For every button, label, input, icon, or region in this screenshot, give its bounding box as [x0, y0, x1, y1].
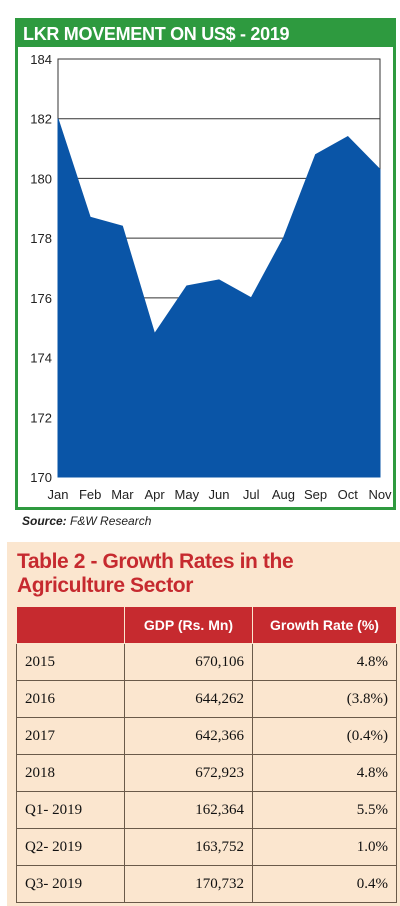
y-tick-label: 170 — [30, 470, 52, 485]
x-tick-label: Jul — [243, 487, 260, 502]
x-tick-label: Apr — [144, 487, 165, 502]
header-gdp: GDP (Rs. Mn) — [124, 606, 253, 644]
cell-rate: 4.8% — [252, 643, 397, 681]
series-area — [57, 118, 381, 478]
table-panel: Table 2 - Growth Rates in the Agricultur… — [7, 542, 400, 906]
table-row: 2015 670,106 4.8% — [16, 643, 397, 681]
cell-rate: 0.4% — [252, 865, 397, 903]
header-year — [16, 606, 125, 644]
cell-rate: 4.8% — [252, 754, 397, 792]
table-row: Q1- 2019 162,364 5.5% — [16, 791, 397, 829]
cell-gdp: 170,732 — [124, 865, 253, 903]
source-text: F&W Research — [70, 514, 152, 528]
y-tick-label: 178 — [30, 231, 52, 246]
y-tick-label: 180 — [30, 171, 52, 186]
x-tick-label: Jan — [48, 487, 69, 502]
x-tick-label: Nov — [368, 487, 392, 502]
cell-year: 2018 — [16, 754, 125, 792]
table-row: 2018 672,923 4.8% — [16, 754, 397, 792]
x-tick-labels: Jan Feb Mar Apr May Jun Jul Aug Sep Oct Nov — [48, 487, 393, 502]
table-title: Table 2 - Growth Rates in the Agricultur… — [17, 550, 294, 597]
cell-gdp: 642,366 — [124, 717, 253, 755]
cell-gdp: 162,364 — [124, 791, 253, 829]
chart-panel: 184 182 180 178 176 174 172 170 Jan Feb Mar Apr May… — [15, 18, 396, 510]
y-tick-label: 176 — [30, 291, 52, 306]
line-area-chart: 184 182 180 178 176 174 172 170 Jan Feb Mar Apr May… — [30, 52, 393, 502]
header-growth-rate: Growth Rate (%) — [252, 606, 397, 644]
x-tick-label: May — [175, 487, 200, 502]
x-tick-label: Feb — [79, 487, 101, 502]
table-header-row: GDP (Rs. Mn) Growth Rate (%) — [16, 606, 397, 644]
cell-year: 2015 — [16, 643, 125, 681]
y-tick-labels: 184 182 180 178 176 174 172 170 — [30, 52, 52, 485]
y-tick-label: 174 — [30, 351, 52, 366]
cell-year: Q1- 2019 — [16, 791, 125, 829]
source-label: Source: — [22, 514, 67, 528]
table-row: Q2- 2019 163,752 1.0% — [16, 828, 397, 866]
cell-rate: (3.8%) — [252, 680, 397, 718]
x-tick-label: Jun — [209, 487, 230, 502]
area-layer — [57, 118, 381, 478]
chart-title: LKR MOVEMENT ON US$ - 2019 — [18, 21, 393, 47]
table-row: Q3- 2019 170,732 0.4% — [16, 865, 397, 903]
cell-rate: (0.4%) — [252, 717, 397, 755]
x-tick-label: Sep — [304, 487, 327, 502]
y-tick-label: 182 — [30, 112, 52, 127]
cell-year: 2016 — [16, 680, 125, 718]
x-tick-label: Aug — [272, 487, 295, 502]
cell-year: 2017 — [16, 717, 125, 755]
y-tick-label: 172 — [30, 410, 52, 425]
cell-rate: 1.0% — [252, 828, 397, 866]
cell-gdp: 672,923 — [124, 754, 253, 792]
cell-year: Q2- 2019 — [16, 828, 125, 866]
x-tick-label: Mar — [111, 487, 134, 502]
cell-gdp: 670,106 — [124, 643, 253, 681]
cell-gdp: 644,262 — [124, 680, 253, 718]
growth-rates-table: GDP (Rs. Mn) Growth Rate (%) 2015 670,10… — [16, 606, 397, 903]
cell-year: Q3- 2019 — [16, 865, 125, 903]
y-tick-label: 184 — [30, 52, 52, 67]
cell-rate: 5.5% — [252, 791, 397, 829]
chart-source: Source: F&W Research — [22, 514, 151, 528]
x-tick-label: Oct — [338, 487, 359, 502]
cell-gdp: 163,752 — [124, 828, 253, 866]
table-row: 2017 642,366 (0.4%) — [16, 717, 397, 755]
table-row: 2016 644,262 (3.8%) — [16, 680, 397, 718]
